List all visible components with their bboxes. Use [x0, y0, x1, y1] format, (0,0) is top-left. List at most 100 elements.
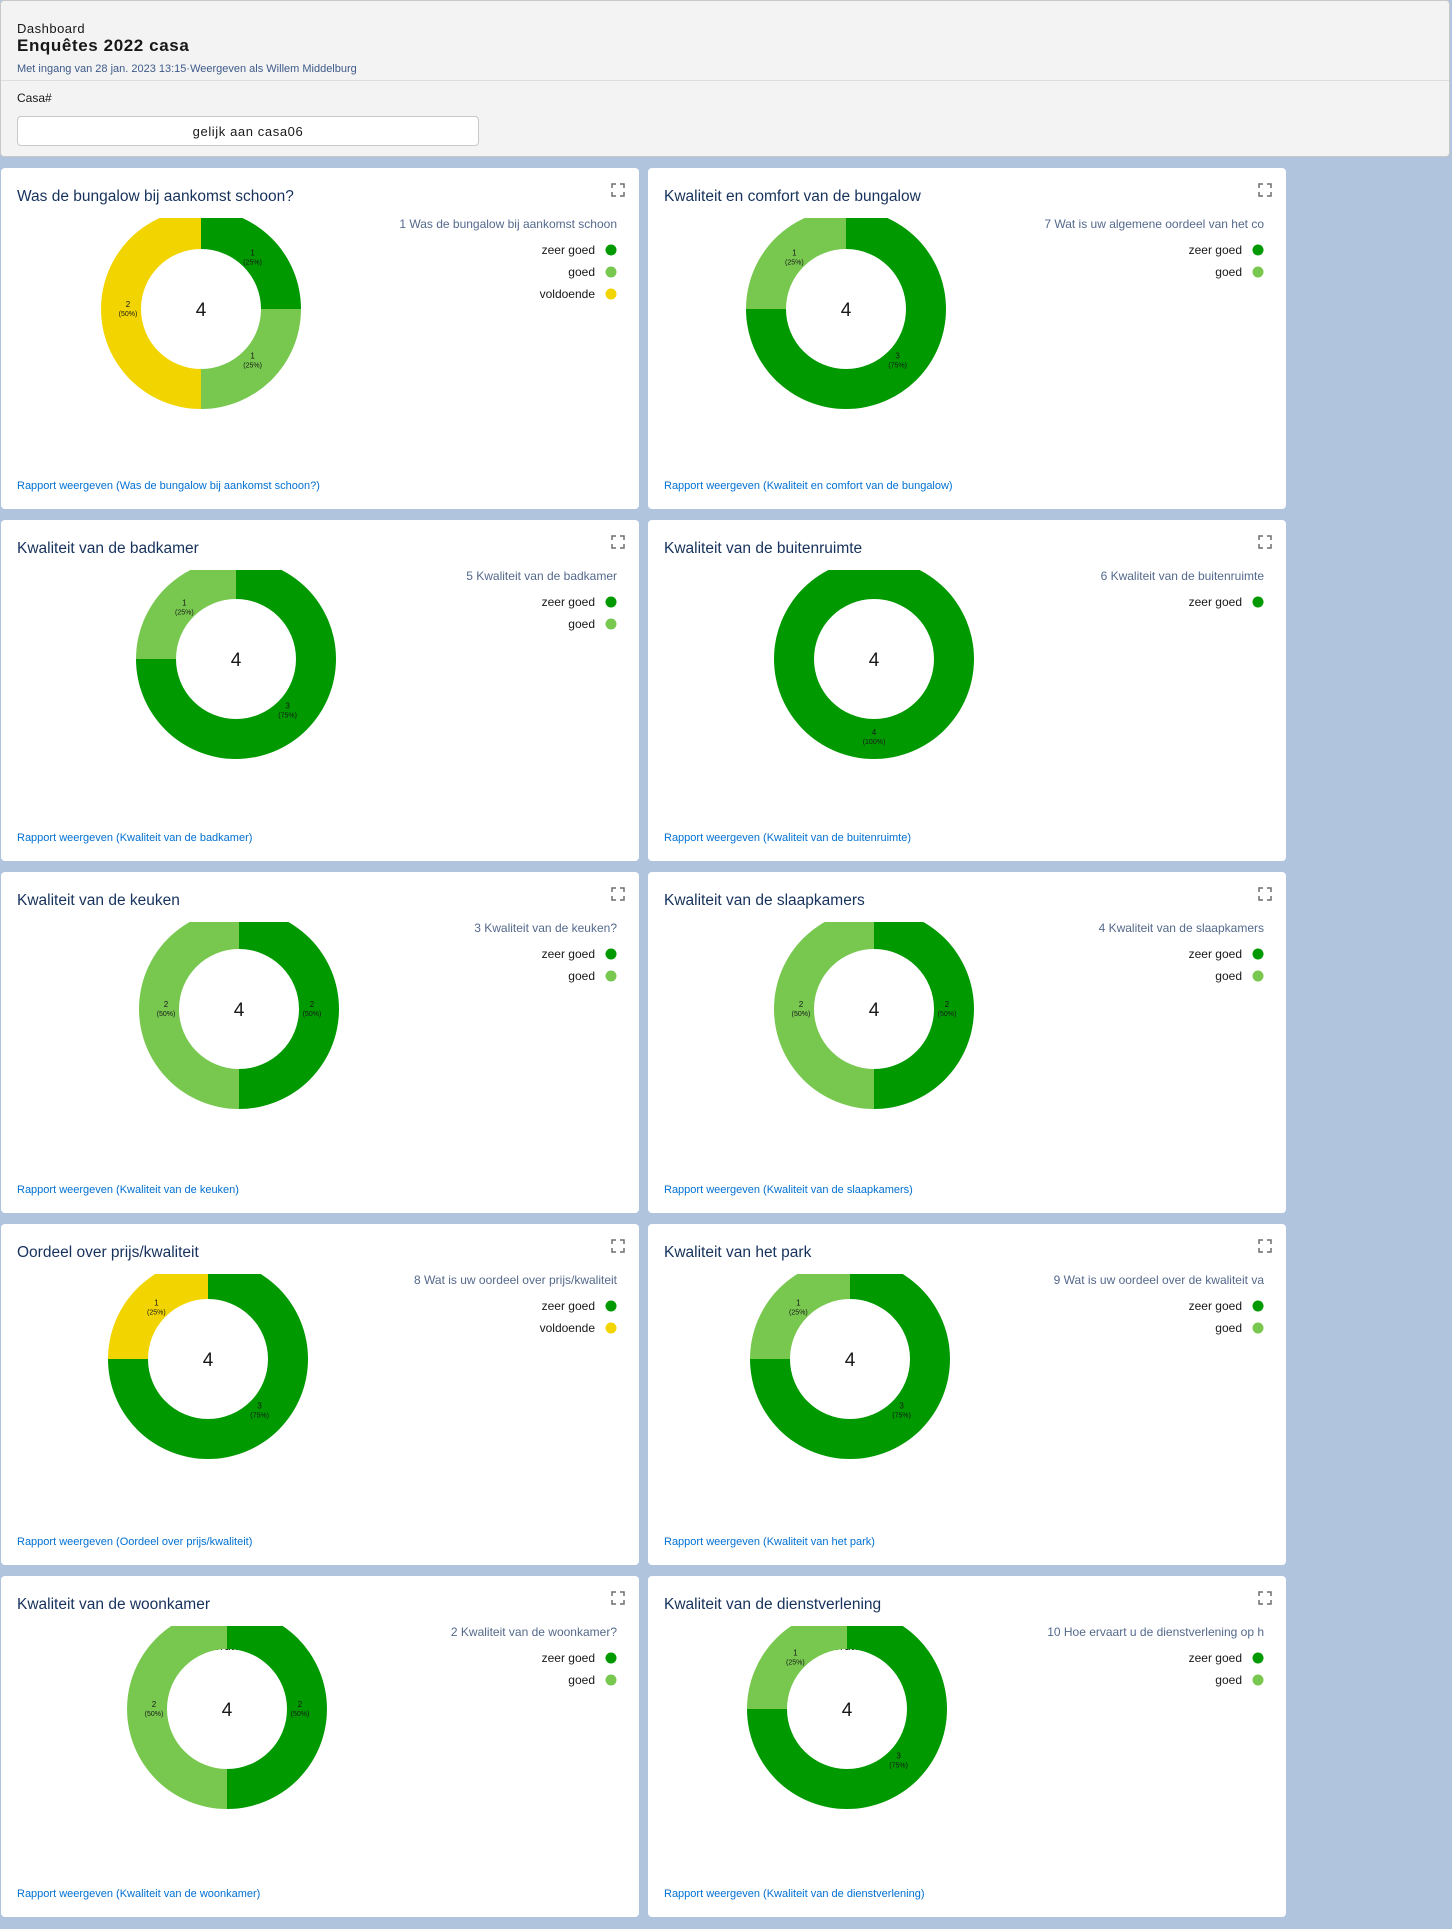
view-report-link[interactable]: Rapport weergeven (Was de bungalow bij a…: [17, 480, 320, 492]
legend-entry-label: zeer goed: [1189, 947, 1242, 961]
legend-entry-label: goed: [1215, 1673, 1242, 1687]
legend-marker: [1252, 948, 1264, 960]
donut-chart: Recordtelling2(50%)2(50%)42 Kwaliteit va…: [127, 1626, 617, 1809]
legend-marker: [1252, 266, 1264, 278]
slice-data-label: 1 (25%): [786, 1648, 805, 1666]
dashboard-card: Kwaliteit van de buitenruimteRecordtelli…: [648, 520, 1286, 861]
slice-data-label: 3 (75%): [250, 1402, 269, 1420]
donut-chart: Recordtelling3(75%)1(25%)47 Wat is uw al…: [746, 218, 1264, 409]
donut-slice[interactable]: [108, 1274, 208, 1359]
card-title: Was de bungalow bij aankomst schoon?: [17, 188, 294, 205]
slice-data-label: 2 (50%): [303, 1000, 322, 1018]
donut-slice[interactable]: [108, 1274, 308, 1459]
donut-slice[interactable]: [747, 1626, 847, 1709]
donut-total: 4: [842, 1700, 853, 1721]
donut-chart: Recordtelling2(50%)2(50%)44 Kwaliteit va…: [774, 922, 1264, 1109]
donut-slice[interactable]: [201, 218, 301, 309]
dashboard-label: Dashboard: [17, 21, 86, 36]
view-report-link[interactable]: Rapport weergeven (Kwaliteit van het par…: [664, 1536, 875, 1548]
donut-slice[interactable]: [201, 309, 301, 409]
legend-marker: [605, 596, 617, 608]
donut-total: 4: [845, 1350, 856, 1371]
donut-slice[interactable]: [746, 218, 846, 309]
view-report-link[interactable]: Rapport weergeven (Kwaliteit van de keuk…: [17, 1184, 239, 1196]
legend-entry-label: goed: [568, 969, 595, 983]
expand-icon[interactable]: [1258, 535, 1272, 549]
expand-icon[interactable]: [611, 183, 625, 197]
donut-total: 4: [841, 300, 852, 321]
dashboard-card: Kwaliteit van de badkamerRecordtelling3(…: [1, 520, 639, 861]
dashboard-card: Oordeel over prijs/kwaliteitRecordtellin…: [1, 1224, 639, 1565]
donut-chart: Recordtelling3(75%)1(25%)48 Wat is uw oo…: [108, 1274, 618, 1459]
legend-marker: [1252, 1674, 1264, 1686]
dashboard-card: Kwaliteit van de slaapkamersRecordtellin…: [648, 872, 1286, 1213]
filter-casa-button[interactable]: gelijk aan casa06: [17, 116, 479, 146]
donut-slice[interactable]: [750, 1274, 950, 1459]
legend-title: 3 Kwaliteit van de keuken?: [474, 922, 617, 935]
legend-entry-label: zeer goed: [542, 1651, 595, 1665]
donut-slice[interactable]: [750, 1274, 850, 1359]
card-title: Kwaliteit en comfort van de bungalow: [664, 188, 921, 205]
view-report-link[interactable]: Rapport weergeven (Kwaliteit van de buit…: [664, 832, 912, 844]
donut-slice[interactable]: [746, 218, 946, 409]
legend-entry-label: zeer goed: [1189, 595, 1242, 609]
donut-slice[interactable]: [136, 570, 236, 659]
expand-icon[interactable]: [611, 887, 625, 901]
legend-title: 5 Kwaliteit van de badkamer: [466, 570, 617, 583]
donut-slice[interactable]: [774, 570, 974, 759]
donut-slice[interactable]: [101, 218, 201, 409]
expand-icon[interactable]: [611, 535, 625, 549]
slice-data-label: 2 (50%): [938, 1000, 957, 1018]
expand-icon[interactable]: [611, 1239, 625, 1253]
legend-title: 7 Wat is uw algemene oordeel van het co: [1044, 218, 1264, 231]
legend-title: 10 Hoe ervaart u de dienstverlening op h: [1047, 1626, 1264, 1639]
donut-chart: Recordtelling1(25%)1(25%)2(50%)41 Was de…: [101, 218, 617, 409]
dashboard-card: Kwaliteit van de woonkamer Recordtelling2…: [1, 1576, 639, 1917]
card-title: Kwaliteit van de badkamer: [17, 540, 199, 557]
slice-data-label: 1 (25%): [175, 598, 194, 616]
dashboard-card: Was de bungalow bij aankomst schoon? Reco…: [1, 168, 639, 509]
donut-total: 4: [222, 1700, 233, 1721]
expand-icon[interactable]: [611, 1591, 625, 1605]
legend-entry-label: zeer goed: [1189, 1299, 1242, 1313]
view-report-link[interactable]: Rapport weergeven (Oordeel over prijs/kw…: [17, 1536, 253, 1548]
legend-entry-label: voldoende: [540, 1321, 596, 1335]
donut-slice[interactable]: [139, 922, 239, 1109]
donut-total: 4: [203, 1350, 214, 1371]
view-report-link[interactable]: Rapport weergeven (Kwaliteit van de woon…: [17, 1888, 261, 1900]
legend-entry-label: voldoende: [540, 287, 596, 301]
card-title: Kwaliteit van de woonkamer: [17, 1596, 210, 1613]
donut-slice[interactable]: [747, 1626, 947, 1809]
legend-marker: [605, 970, 617, 982]
legend-entry-label: zeer goed: [542, 595, 595, 609]
expand-icon[interactable]: [1258, 887, 1272, 901]
legend-marker: [605, 1300, 617, 1312]
view-report-link[interactable]: Rapport weergeven (Kwaliteit en comfort …: [664, 480, 953, 492]
filter-label: Casa#: [17, 91, 52, 105]
view-report-link[interactable]: Rapport weergeven (Kwaliteit van de badk…: [17, 832, 253, 844]
legend-marker: [605, 948, 617, 960]
donut-slice[interactable]: [239, 922, 339, 1109]
donut-slice[interactable]: [127, 1626, 227, 1809]
card-title: Kwaliteit van de keuken: [17, 892, 180, 909]
view-report-link[interactable]: Rapport weergeven (Kwaliteit van de dien…: [664, 1888, 925, 1900]
expand-icon[interactable]: [1258, 183, 1272, 197]
legend-entry-label: goed: [568, 617, 595, 631]
view-report-link[interactable]: Rapport weergeven (Kwaliteit van de slaa…: [664, 1184, 913, 1196]
donut-slice[interactable]: [874, 922, 974, 1109]
slice-data-label: 2 (50%): [792, 1000, 811, 1018]
legend-entry-label: zeer goed: [542, 1299, 595, 1313]
expand-icon[interactable]: [1258, 1591, 1272, 1605]
slice-data-label: 3 (75%): [889, 1752, 908, 1770]
donut-slice[interactable]: [227, 1626, 327, 1809]
card-title: Kwaliteit van de buitenruimte: [664, 540, 863, 557]
slice-data-label: 2 (50%): [157, 1000, 176, 1018]
legend-entry-label: zeer goed: [1189, 1651, 1242, 1665]
expand-icon[interactable]: [1258, 1239, 1272, 1253]
legend-marker: [605, 266, 617, 278]
legend-marker: [1252, 596, 1264, 608]
donut-slice[interactable]: [136, 570, 336, 759]
donut-slice[interactable]: [774, 922, 874, 1109]
slice-data-label: 1 (25%): [243, 248, 262, 266]
legend-entry-label: goed: [568, 265, 595, 279]
